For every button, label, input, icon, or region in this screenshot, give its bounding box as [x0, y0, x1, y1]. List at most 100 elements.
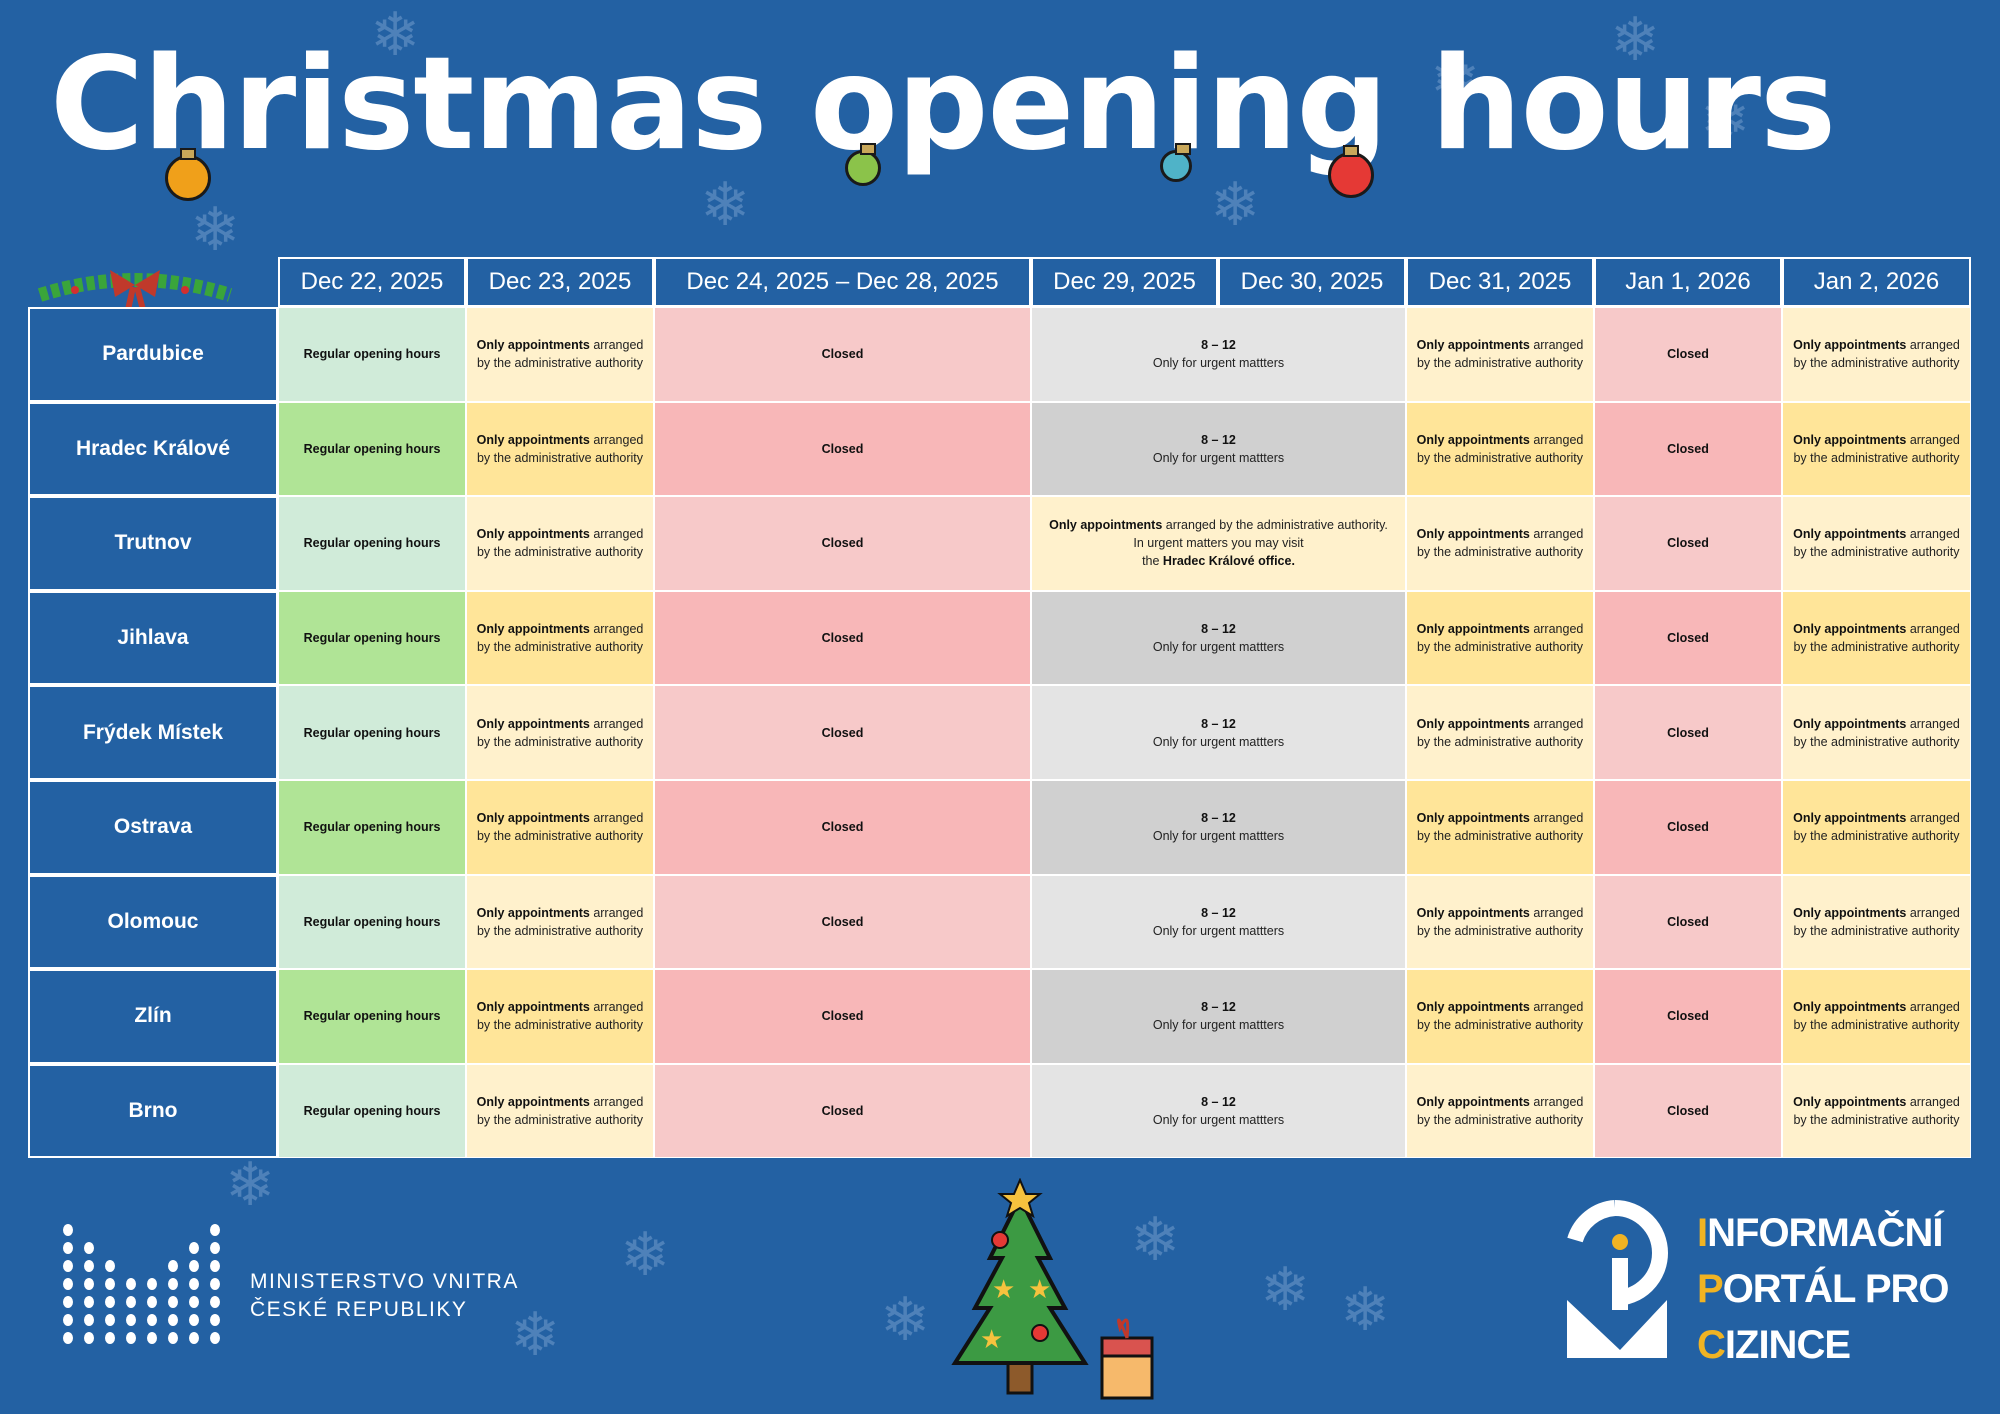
regular-hours-text: Regular opening hours	[303, 914, 441, 929]
appt-bold-text: Only appointments	[1793, 811, 1907, 826]
ministry-name: MINISTERSTVO VNITRA ČESKÉ REPUBLIKY	[250, 1268, 519, 1324]
logo-dot	[147, 1296, 157, 1308]
appt-line-1: Only appointments arranged	[1793, 1093, 1960, 1111]
urgent-note-text: Only for urgent mattters	[1152, 829, 1285, 844]
appt-cell: Only appointments arranged by the adminis…	[1782, 685, 1971, 780]
closed-cell: Closed	[654, 969, 1031, 1064]
column-header: Dec 22, 2025	[278, 257, 466, 307]
logo-dot	[63, 1242, 73, 1254]
snowflake-icon: ❄	[1340, 1276, 1391, 1343]
appt-text: by the administrative authority	[476, 545, 644, 560]
column-header: Jan 2, 2026	[1782, 257, 1971, 307]
appt-line-1: Only appointments arranged	[477, 715, 644, 733]
appt-text: arranged	[1906, 527, 1960, 542]
regular-cell: Regular opening hours	[278, 401, 466, 497]
appt-bold-text: Only appointments	[476, 432, 590, 447]
appt-bold-text: Only appointments	[1416, 905, 1530, 920]
urgent-note-text: Only for urgent mattters	[1152, 1018, 1285, 1033]
regular-hours-text: Regular opening hours	[303, 441, 441, 456]
appt-line-1: Only appointments arranged	[1417, 525, 1584, 543]
city-name: Brno	[28, 1063, 278, 1159]
column-header: Dec 31, 2025	[1406, 257, 1594, 307]
regular-cell: Regular opening hours	[278, 969, 466, 1064]
hours-text: 8 – 12	[1201, 716, 1236, 731]
appt-text: arranged	[1906, 622, 1960, 637]
portal-initial: C	[1697, 1323, 1726, 1367]
appt-text: by the administrative authority	[1416, 734, 1584, 749]
closed-text: Closed	[821, 820, 864, 835]
snowflake-icon: ❄	[370, 1, 421, 68]
appt-text: arranged	[1906, 1000, 1960, 1015]
urgent-note-text: Only for urgent mattters	[1152, 356, 1285, 371]
text: the	[1142, 554, 1163, 569]
closed-text: Closed	[821, 347, 864, 362]
appt-line-1: Only appointments arranged	[477, 431, 644, 449]
urgent-cell: 8 – 12 Only for urgent mattters	[1031, 590, 1406, 686]
appt-cell: Only appointments arranged by the adminis…	[1782, 1063, 1971, 1159]
trutnov-line-3: the Hradec Králové office.	[1142, 552, 1295, 570]
appt-bold-text: Only appointments	[1793, 432, 1907, 447]
appt-text: by the administrative authority	[1416, 640, 1584, 655]
regular-cell: Regular opening hours	[278, 1063, 466, 1159]
appt-bold-text: Only appointments	[1416, 811, 1530, 826]
appt-text: by the administrative authority	[476, 1018, 644, 1033]
appt-bold-text: Only appointments	[1416, 622, 1530, 637]
appt-bold-text: Only appointments	[476, 338, 590, 353]
closed-cell: Closed	[654, 401, 1031, 497]
appt-text: arranged	[1529, 1095, 1584, 1110]
appt-cell: Only appointments arranged by the adminis…	[1782, 780, 1971, 875]
appt-line-1: Only appointments arranged	[1793, 525, 1960, 543]
logo-dot	[210, 1224, 220, 1236]
column-header: Jan 1, 2026	[1594, 257, 1782, 307]
appt-text: arranged	[1906, 905, 1960, 920]
appt-bold-text: Only appointments	[476, 1095, 590, 1110]
logo-dot	[63, 1314, 73, 1326]
appt-cell: Only appointments arranged by the adminis…	[1406, 969, 1594, 1064]
appt-cell: Only appointments arranged by the adminis…	[1406, 874, 1594, 970]
logo-dot	[147, 1278, 157, 1290]
appt-text: by the administrative authority	[476, 450, 644, 465]
regular-cell: Regular opening hours	[278, 590, 466, 686]
logo-dot	[168, 1260, 178, 1272]
regular-cell: Regular opening hours	[278, 874, 466, 970]
logo-dot	[105, 1278, 115, 1290]
hours-text: 8 – 12	[1201, 622, 1236, 637]
appt-cell: Only appointments arranged by the adminis…	[1406, 780, 1594, 875]
closed-cell: Closed	[1594, 307, 1782, 402]
snowflake-icon: ❄	[1130, 1206, 1181, 1273]
appt-bold-text: Only appointments	[1793, 338, 1907, 353]
appt-text: arranged	[589, 432, 644, 447]
appt-line-1: Only appointments arranged	[1793, 336, 1960, 354]
urgent-note-text: Only for urgent mattters	[1152, 640, 1285, 655]
closed-text: Closed	[821, 441, 864, 456]
regular-hours-text: Regular opening hours	[303, 631, 441, 646]
appt-line-1: Only appointments arranged	[1793, 620, 1960, 638]
snowflake-icon: ❄	[1610, 6, 1661, 73]
closed-cell: Closed	[654, 874, 1031, 970]
logo-dot	[105, 1314, 115, 1326]
appt-bold-text: Only appointments	[1416, 1000, 1530, 1015]
appt-cell: Only appointments arranged by the adminis…	[1782, 874, 1971, 970]
appt-bold-text: Only appointments	[1416, 716, 1530, 731]
appt-line-1: Only appointments arranged	[1793, 904, 1960, 922]
closed-cell: Closed	[1594, 590, 1782, 686]
urgent-note-text: Only for urgent mattters	[1152, 450, 1285, 465]
appt-line-1: Only appointments arranged	[1417, 336, 1584, 354]
appt-text: by the administrative authority	[1416, 1018, 1584, 1033]
appt-cell: Only appointments arranged by the adminis…	[1782, 401, 1971, 497]
appt-text: arranged	[1529, 338, 1584, 353]
portal-name: INFORMAČNÍ PORTÁL PRO CIZINCE	[1697, 1205, 1950, 1373]
appt-line-1: Only appointments arranged	[477, 998, 644, 1016]
urgent-note-text: Only for urgent mattters	[1152, 734, 1285, 749]
closed-cell: Closed	[1594, 874, 1782, 970]
logo-dot	[210, 1278, 220, 1290]
urgent-cell: 8 – 12 Only for urgent mattters	[1031, 969, 1406, 1064]
appt-text: by the administrative authority	[1793, 923, 1960, 938]
appt-bold-text: Only appointments	[1416, 432, 1530, 447]
portal-word: IZINCE	[1724, 1323, 1851, 1367]
appt-text: by the administrative authority	[1416, 450, 1584, 465]
logo-dot	[189, 1278, 199, 1290]
appt-text: arranged	[589, 527, 644, 542]
ornament-icon	[1328, 145, 1374, 198]
portal-initial: P	[1697, 1267, 1724, 1311]
